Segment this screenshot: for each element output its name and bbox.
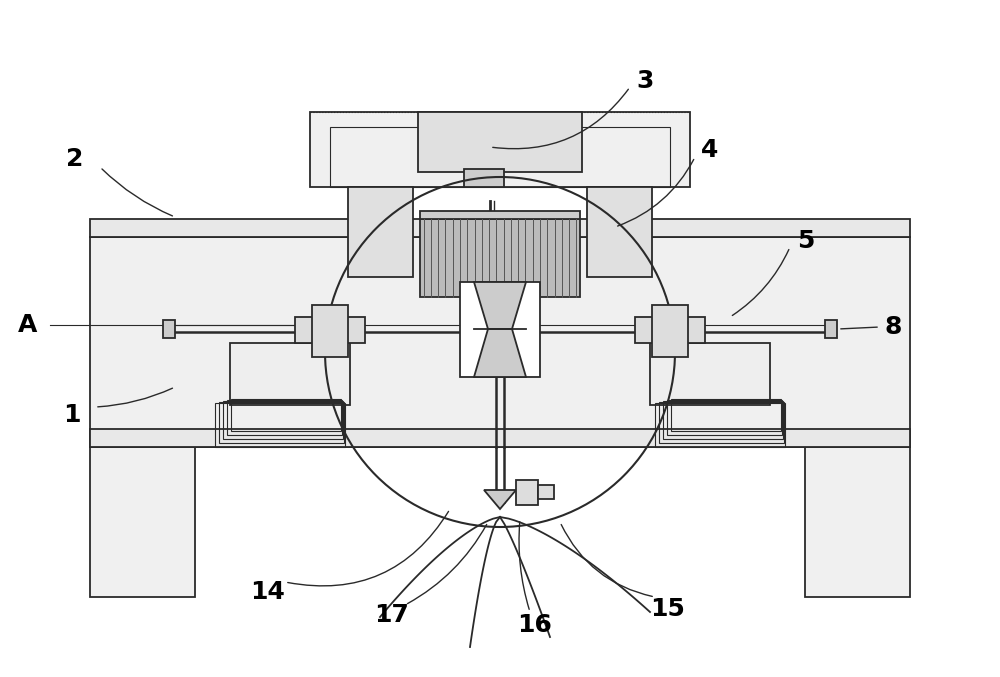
Polygon shape (484, 490, 516, 509)
Text: 17: 17 (375, 603, 409, 627)
Bar (219, 402, 344, 443)
Bar (418, 112, 582, 172)
Text: 8: 8 (884, 315, 902, 339)
Bar (223, 401, 343, 439)
Text: 16: 16 (518, 613, 552, 637)
Bar (230, 343, 350, 405)
Bar (420, 211, 580, 219)
Bar (330, 127, 670, 187)
Text: 2: 2 (66, 147, 84, 171)
Bar (163, 320, 175, 338)
Bar (652, 305, 688, 357)
Bar (231, 399, 341, 431)
Bar (420, 219, 580, 297)
Bar (90, 219, 910, 237)
Bar (635, 317, 705, 343)
Bar (90, 429, 910, 447)
Bar (663, 401, 783, 439)
Bar (90, 237, 910, 447)
Bar (538, 485, 554, 499)
Polygon shape (474, 329, 526, 377)
Text: 3: 3 (636, 69, 654, 93)
Bar (671, 399, 781, 431)
Bar (650, 343, 770, 405)
Bar (516, 480, 538, 505)
Text: 5: 5 (797, 229, 815, 253)
Text: 1: 1 (63, 403, 81, 427)
Bar (667, 400, 782, 435)
Polygon shape (474, 282, 526, 329)
Bar (312, 305, 348, 357)
Bar (460, 282, 540, 377)
Bar (464, 169, 504, 187)
Text: 4: 4 (701, 138, 719, 162)
Bar (655, 403, 785, 447)
Bar (227, 400, 342, 435)
Bar (587, 187, 652, 277)
Text: 14: 14 (251, 580, 285, 604)
Bar (215, 403, 345, 447)
Bar (348, 187, 413, 277)
Bar (295, 317, 365, 343)
Bar (805, 447, 910, 597)
Bar (310, 112, 690, 187)
Bar (90, 447, 195, 597)
Text: A: A (18, 313, 38, 337)
Bar (659, 402, 784, 443)
Text: 15: 15 (651, 597, 685, 621)
Bar (825, 320, 837, 338)
